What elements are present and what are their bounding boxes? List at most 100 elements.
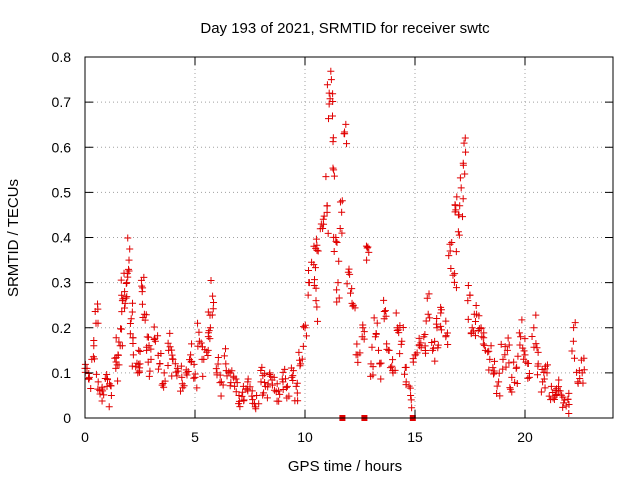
data-point	[330, 233, 338, 241]
data-point	[338, 208, 346, 216]
data-point	[322, 173, 330, 181]
data-point	[122, 294, 130, 302]
data-point	[423, 294, 431, 302]
data-point	[559, 403, 567, 411]
data-point	[123, 293, 131, 301]
data-point	[129, 351, 137, 359]
data-point	[126, 245, 134, 253]
data-point	[510, 358, 518, 366]
data-point	[415, 334, 423, 342]
data-point	[261, 370, 269, 378]
data-point	[487, 342, 495, 350]
data-point	[448, 239, 456, 247]
data-point	[187, 351, 195, 359]
data-point	[330, 166, 338, 174]
data-point	[299, 323, 307, 331]
data-point	[363, 244, 371, 252]
data-point	[454, 211, 462, 219]
data-point	[193, 384, 201, 392]
data-point	[455, 231, 463, 239]
data-point	[198, 355, 206, 363]
data-point	[160, 369, 168, 377]
data-point	[121, 299, 129, 307]
data-point	[183, 371, 191, 379]
data-point	[451, 270, 459, 278]
data-point	[534, 348, 542, 356]
data-point	[301, 321, 309, 329]
data-point	[151, 334, 159, 342]
data-point	[375, 346, 383, 354]
data-point	[126, 319, 134, 327]
data-point	[398, 337, 406, 345]
data-point	[452, 248, 460, 256]
data-point	[571, 319, 579, 327]
data-point	[464, 282, 472, 290]
data-point	[168, 355, 176, 363]
data-point	[564, 395, 572, 403]
data-point	[401, 363, 409, 371]
data-point	[433, 324, 441, 332]
data-point	[178, 373, 186, 381]
data-point	[129, 334, 137, 342]
data-point	[228, 367, 236, 375]
data-point	[485, 347, 493, 355]
data-point	[442, 317, 450, 325]
data-point	[319, 215, 327, 223]
data-point	[311, 264, 319, 272]
data-point	[459, 213, 467, 221]
data-point	[449, 271, 457, 279]
data-point	[184, 368, 192, 376]
data-point	[220, 352, 228, 360]
data-point	[437, 326, 445, 334]
data-point	[511, 378, 519, 386]
data-point	[401, 370, 409, 378]
data-point	[467, 330, 475, 338]
data-point	[459, 161, 467, 169]
data-point	[421, 330, 429, 338]
data-point	[499, 355, 507, 363]
data-point	[139, 284, 147, 292]
data-point	[233, 379, 241, 387]
data-point	[521, 335, 529, 343]
data-point	[222, 360, 230, 368]
data-point	[388, 362, 396, 370]
data-point	[98, 397, 106, 405]
data-point	[147, 355, 155, 363]
data-point	[323, 81, 331, 89]
data-point	[450, 278, 458, 286]
data-point	[283, 382, 291, 390]
data-point	[475, 312, 483, 320]
data-point	[460, 139, 468, 147]
data-point	[324, 229, 332, 237]
data-point	[314, 247, 322, 255]
data-point	[164, 339, 172, 347]
data-point	[490, 370, 498, 378]
data-point	[279, 385, 287, 393]
data-point	[555, 376, 563, 384]
data-point	[543, 361, 551, 369]
data-point	[219, 381, 227, 389]
data-point	[453, 193, 461, 201]
data-point	[565, 400, 573, 408]
data-point	[150, 323, 158, 331]
data-point	[238, 392, 246, 400]
data-point	[145, 372, 153, 380]
data-point	[209, 292, 217, 300]
data-point	[282, 375, 290, 383]
data-point	[431, 357, 439, 365]
chart-title: Day 193 of 2021, SRMTID for receiver swt…	[200, 20, 490, 37]
data-point	[210, 298, 218, 306]
data-point	[502, 363, 510, 371]
data-point	[369, 371, 377, 379]
data-point	[146, 367, 154, 375]
data-point	[520, 347, 528, 355]
data-point	[454, 228, 462, 236]
data-point	[325, 100, 333, 108]
data-point	[128, 362, 136, 370]
data-point	[242, 385, 250, 393]
data-point	[486, 355, 494, 363]
data-point	[250, 400, 258, 408]
data-point	[204, 308, 212, 316]
data-point	[194, 342, 202, 350]
